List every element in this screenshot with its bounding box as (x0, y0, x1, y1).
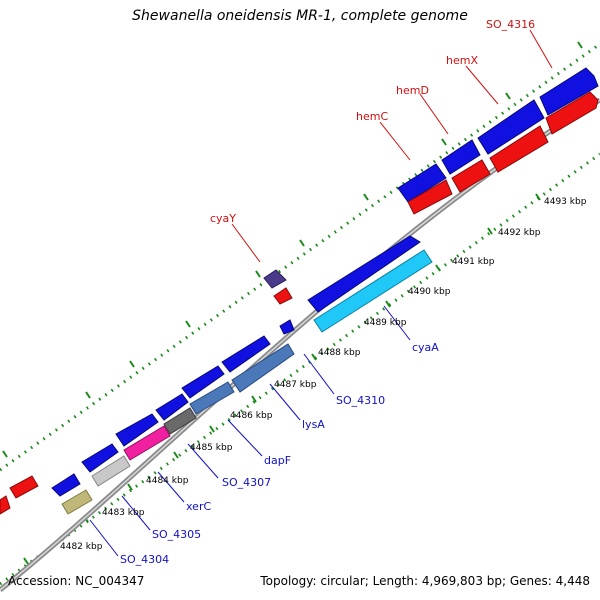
label-connectors (89, 29, 553, 557)
gene-arrow-hemX[interactable] (477, 99, 545, 155)
kbp-label: 4484 kbp (146, 476, 189, 486)
inner-genes (61, 249, 433, 515)
gene-arrow-red-6[interactable] (0, 495, 11, 515)
kbp-label: 4486 kbp (230, 411, 273, 421)
gene-arrow-cyaY[interactable] (263, 269, 287, 289)
gene-arrow-SO_4310[interactable] (307, 235, 421, 313)
gene-label-SO_4316[interactable]: SO_4316 (486, 18, 535, 31)
gene-arrow-lysA-inner[interactable] (231, 343, 295, 393)
gene-label-xerC[interactable]: xerC (186, 500, 211, 513)
genome-backbone (0, 97, 600, 592)
kbp-label: 4483 kbp (102, 508, 145, 518)
gene-label-cyaY[interactable]: cyaY (210, 212, 236, 225)
gene-label-SO_4305[interactable]: SO_4305 (152, 528, 201, 541)
gene-arrow-SO_4307-inner[interactable] (163, 407, 197, 435)
inner-ticks (23, 193, 541, 565)
gene-label-SO_4307[interactable]: SO_4307 (222, 476, 271, 489)
gene-label-cyaA[interactable]: cyaA (412, 341, 439, 354)
forward-strand-genes (51, 67, 599, 497)
gene-arrow-red-1[interactable] (545, 91, 599, 135)
gene-label-dapF[interactable]: dapF (264, 454, 291, 467)
gene-label-hemX[interactable]: hemX (446, 54, 478, 67)
kbp-label: 4488 kbp (318, 348, 361, 358)
gene-label-hemC[interactable]: hemC (356, 110, 388, 123)
kbp-label: 4489 kbp (364, 318, 407, 328)
gene-arrow-xerC-inner[interactable] (123, 425, 171, 461)
kbp-label: 4492 kbp (498, 228, 541, 238)
gene-arrow-dapF-inner[interactable] (189, 381, 235, 415)
outer-dotted-ruler (0, 42, 600, 472)
gene-arrow-cyaA[interactable] (313, 249, 433, 333)
outer-ticks (2, 41, 583, 458)
gene-label-SO_4310[interactable]: SO_4310 (336, 394, 385, 407)
gene-arrow-lysA[interactable] (221, 335, 271, 373)
gene-arrow-xerC[interactable] (115, 413, 159, 447)
kbp-label: 4491 kbp (452, 257, 495, 267)
gene-arrow-SO_4307[interactable] (155, 393, 189, 421)
gene-arrow-red-2[interactable] (489, 125, 549, 173)
gene-arrow-red-3[interactable] (451, 159, 491, 193)
reverse-strand-genes (0, 91, 599, 515)
gene-arrow-SO_4304[interactable] (51, 473, 81, 497)
gene-arrow-SO_4305[interactable] (81, 443, 119, 473)
gene-arrow-hemD[interactable] (441, 139, 481, 175)
kbp-label: 4482 kbp (60, 542, 103, 552)
inner-dotted-ruler (0, 152, 600, 586)
accession-label: Accession: NC_004347 (8, 574, 145, 588)
gene-arrow-SO_4304-inner[interactable] (61, 489, 93, 515)
gene-arrow-dapF[interactable] (181, 365, 225, 399)
kbp-label: 4485 kbp (190, 443, 233, 453)
gene-label-hemD[interactable]: hemD (396, 84, 429, 97)
map-title: Shewanella oneidensis MR-1, complete gen… (132, 8, 468, 24)
gene-arrow-hemC[interactable] (397, 163, 447, 203)
kbp-label: 4487 kbp (274, 380, 317, 390)
gene-arrow-red-4[interactable] (407, 179, 453, 215)
gene-label-lysA[interactable]: lysA (302, 418, 325, 431)
gene-arrow-SO_4305-inner[interactable] (91, 455, 131, 487)
gene-labels: SO_4316 hemX hemD hemC cyaY cyaA SO_4310… (120, 18, 535, 566)
genome-summary: Topology: circular; Length: 4,969,803 bp… (260, 574, 590, 588)
gene-arrow-small-4488[interactable] (279, 319, 295, 335)
gene-arrow-SO_4316[interactable] (539, 67, 599, 116)
kbp-label: 4493 kbp (544, 197, 587, 207)
gene-arrow-red-5[interactable] (9, 475, 39, 499)
gene-arrow-cyaY-reverse[interactable] (273, 287, 293, 305)
kbp-labels: 4482 kbp 4483 kbp 4484 kbp 4485 kbp 4486… (60, 197, 587, 552)
gene-label-SO_4304[interactable]: SO_4304 (120, 553, 169, 566)
kbp-label: 4490 kbp (408, 287, 451, 297)
